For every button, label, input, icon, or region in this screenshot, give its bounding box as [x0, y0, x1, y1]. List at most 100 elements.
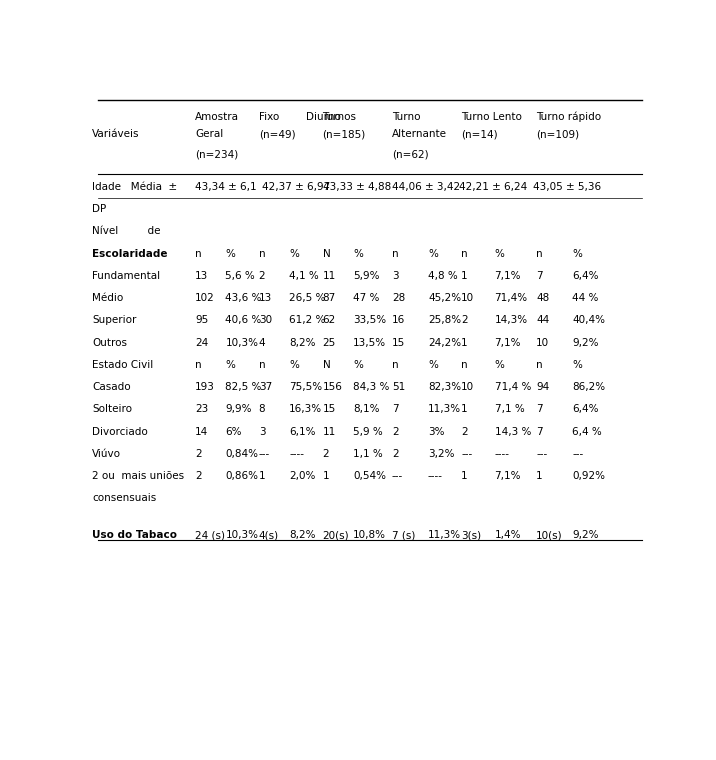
Text: %: % [289, 249, 299, 258]
Text: 47 %: 47 % [353, 293, 379, 303]
Text: ---: --- [461, 448, 473, 459]
Text: 5,9%: 5,9% [353, 271, 379, 281]
Text: consensuais: consensuais [92, 493, 157, 503]
Text: 7,1%: 7,1% [495, 471, 521, 481]
Text: %: % [572, 249, 582, 258]
Text: N: N [322, 249, 330, 258]
Text: 10,8%: 10,8% [353, 530, 386, 540]
Text: %: % [353, 249, 363, 258]
Text: 15: 15 [392, 337, 405, 347]
Text: ----: ---- [428, 471, 443, 481]
Text: 3: 3 [258, 426, 266, 436]
Text: n: n [195, 249, 202, 258]
Text: 11,3%: 11,3% [428, 404, 461, 414]
Text: 20(s): 20(s) [322, 530, 349, 540]
Text: Escolaridade: Escolaridade [92, 249, 168, 258]
Text: 75,5%: 75,5% [289, 382, 322, 392]
Text: Turno rápido: Turno rápido [536, 112, 601, 122]
Text: 2: 2 [392, 426, 399, 436]
Text: 51: 51 [392, 382, 405, 392]
Text: Nível         de: Nível de [92, 226, 161, 236]
Text: 71,4 %: 71,4 % [495, 382, 531, 392]
Text: 43,6 %: 43,6 % [226, 293, 262, 303]
Text: 43,05 ± 5,36: 43,05 ± 5,36 [533, 182, 601, 192]
Text: (n=185): (n=185) [322, 129, 366, 139]
Text: 6,1%: 6,1% [289, 426, 316, 436]
Text: 6%: 6% [226, 426, 242, 436]
Text: 3,2%: 3,2% [428, 448, 455, 459]
Text: 43,33 ± 4,88: 43,33 ± 4,88 [322, 182, 391, 192]
Text: 15: 15 [322, 404, 336, 414]
Text: ---: --- [572, 448, 584, 459]
Text: 2: 2 [322, 448, 329, 459]
Text: 40,4%: 40,4% [572, 315, 605, 325]
Text: 8,2%: 8,2% [289, 530, 316, 540]
Text: 25,8%: 25,8% [428, 315, 461, 325]
Text: 7: 7 [536, 404, 543, 414]
Text: Médio: Médio [92, 293, 124, 303]
Text: 4,8 %: 4,8 % [428, 271, 458, 281]
Text: Variáveis: Variáveis [92, 129, 140, 139]
Text: 2 ou  mais uniões: 2 ou mais uniões [92, 471, 185, 481]
Text: 14,3 %: 14,3 % [495, 426, 531, 436]
Text: ---: --- [536, 448, 548, 459]
Text: 42,21 ± 6,24: 42,21 ± 6,24 [458, 182, 527, 192]
Text: 1,4%: 1,4% [495, 530, 521, 540]
Text: 3: 3 [392, 271, 399, 281]
Text: %: % [428, 359, 438, 370]
Text: Idade   Média  ±: Idade Média ± [92, 182, 178, 192]
Text: Viúvo: Viúvo [92, 448, 121, 459]
Text: 7: 7 [536, 426, 543, 436]
Text: 24 (s): 24 (s) [195, 530, 225, 540]
Text: 16: 16 [392, 315, 405, 325]
Text: 13: 13 [195, 271, 208, 281]
Text: 13,5%: 13,5% [353, 337, 386, 347]
Text: Fixo: Fixo [258, 112, 279, 122]
Text: 0,86%: 0,86% [226, 471, 258, 481]
Text: %: % [572, 359, 582, 370]
Text: 2: 2 [258, 271, 266, 281]
Text: 11: 11 [322, 271, 336, 281]
Text: 11,3%: 11,3% [428, 530, 461, 540]
Text: Alternante: Alternante [392, 129, 447, 139]
Text: 7: 7 [536, 271, 543, 281]
Text: 1,1 %: 1,1 % [353, 448, 383, 459]
Text: 61,2 %: 61,2 % [289, 315, 326, 325]
Text: 48: 48 [536, 293, 549, 303]
Text: 94: 94 [536, 382, 549, 392]
Text: 6,4 %: 6,4 % [572, 426, 602, 436]
Text: Superior: Superior [92, 315, 137, 325]
Text: 1: 1 [461, 337, 468, 347]
Text: Turno: Turno [392, 112, 420, 122]
Text: n: n [392, 359, 399, 370]
Text: 11: 11 [322, 426, 336, 436]
Text: 1: 1 [461, 471, 468, 481]
Text: 1: 1 [461, 404, 468, 414]
Text: 10: 10 [461, 382, 475, 392]
Text: 0,54%: 0,54% [353, 471, 386, 481]
Text: %: % [495, 359, 505, 370]
Text: 87: 87 [322, 293, 336, 303]
Text: Casado: Casado [92, 382, 131, 392]
Text: ---: --- [392, 471, 403, 481]
Text: 8,2%: 8,2% [289, 337, 316, 347]
Text: 10: 10 [461, 293, 475, 303]
Text: Outros: Outros [92, 337, 127, 347]
Text: 7,1%: 7,1% [495, 337, 521, 347]
Text: 1: 1 [461, 271, 468, 281]
Text: 0,92%: 0,92% [572, 471, 605, 481]
Text: 7: 7 [392, 404, 399, 414]
Text: 28: 28 [392, 293, 405, 303]
Text: 193: 193 [195, 382, 215, 392]
Text: 37: 37 [258, 382, 272, 392]
Text: 30: 30 [258, 315, 272, 325]
Text: N: N [322, 359, 330, 370]
Text: Divorciado: Divorciado [92, 426, 148, 436]
Text: Fundamental: Fundamental [92, 271, 160, 281]
Text: 7 (s): 7 (s) [392, 530, 415, 540]
Text: 9,2%: 9,2% [572, 337, 599, 347]
Text: 9,2%: 9,2% [572, 530, 599, 540]
Text: 84,3 %: 84,3 % [353, 382, 390, 392]
Text: %: % [289, 359, 299, 370]
Text: 40,6 %: 40,6 % [226, 315, 262, 325]
